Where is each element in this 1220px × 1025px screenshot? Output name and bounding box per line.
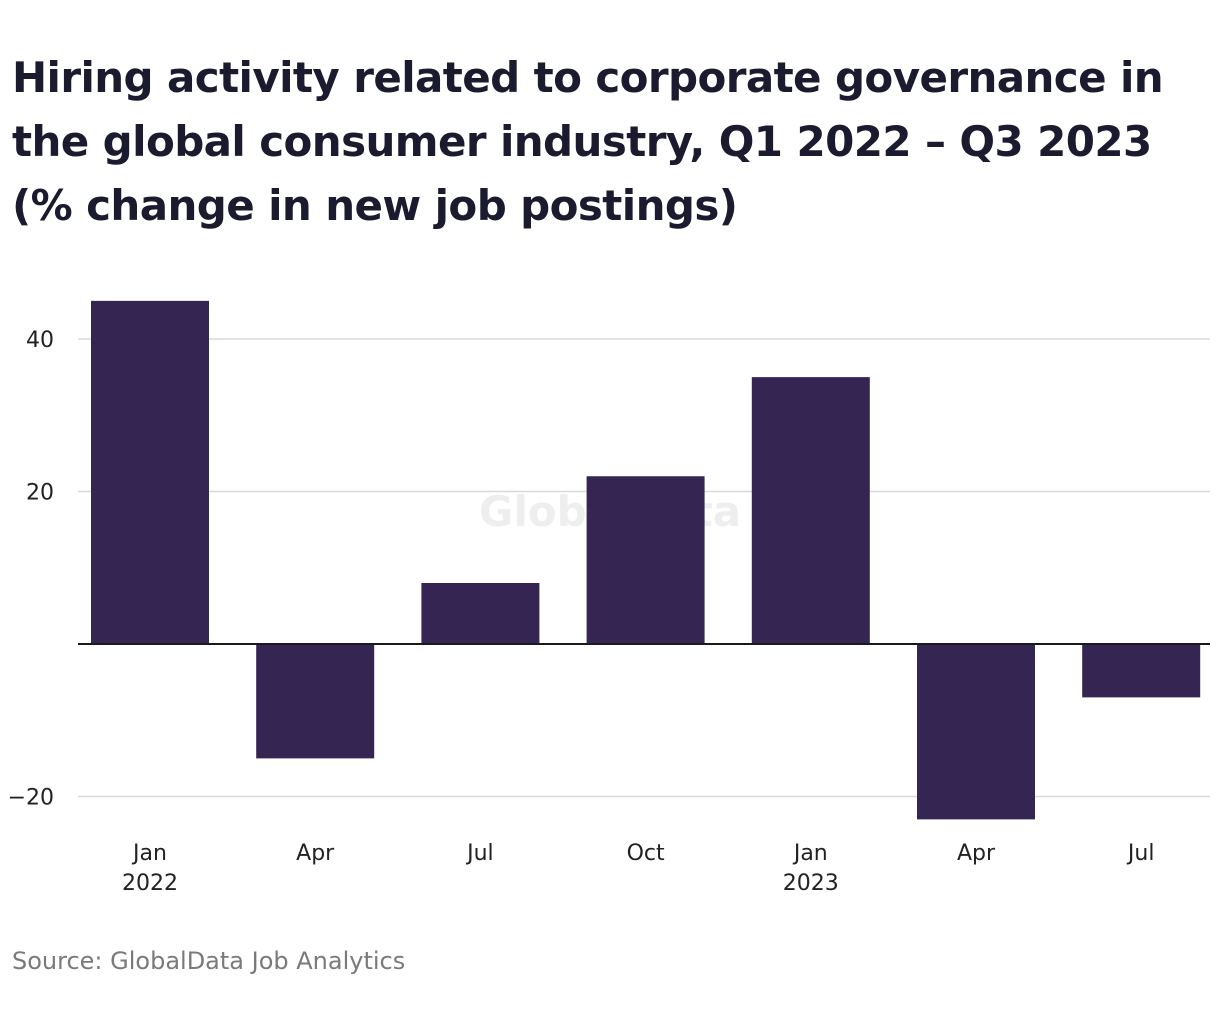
x-tick-label: Apr	[296, 841, 335, 866]
bar-apr-2023	[917, 644, 1035, 820]
y-tick-label: −20	[8, 786, 54, 811]
bar-apr-2022	[256, 644, 375, 759]
x-tick-year-label: 2023	[783, 871, 839, 896]
x-tick-label: Oct	[627, 841, 665, 866]
bar-oct-2022	[586, 476, 705, 644]
bar-jan-2022	[91, 300, 209, 644]
bar-jul-2023	[1082, 644, 1201, 698]
bar-jan-2023	[751, 377, 870, 644]
x-tick-label: Apr	[957, 841, 996, 866]
y-tick-label: 40	[26, 328, 54, 353]
x-tick-label: Jan	[792, 841, 828, 866]
x-tick-label: Jul	[1126, 841, 1155, 866]
bar-jul-2022	[421, 583, 540, 644]
x-tick-label: Jan	[131, 841, 167, 866]
y-tick-label: 20	[26, 481, 54, 506]
x-tick-year-label: 2022	[122, 871, 178, 896]
chart-title: Hiring activity related to corporate gov…	[12, 53, 1164, 230]
x-tick-label: Jul	[465, 841, 494, 866]
source-note: Source: GlobalData Job Analytics	[12, 947, 406, 975]
